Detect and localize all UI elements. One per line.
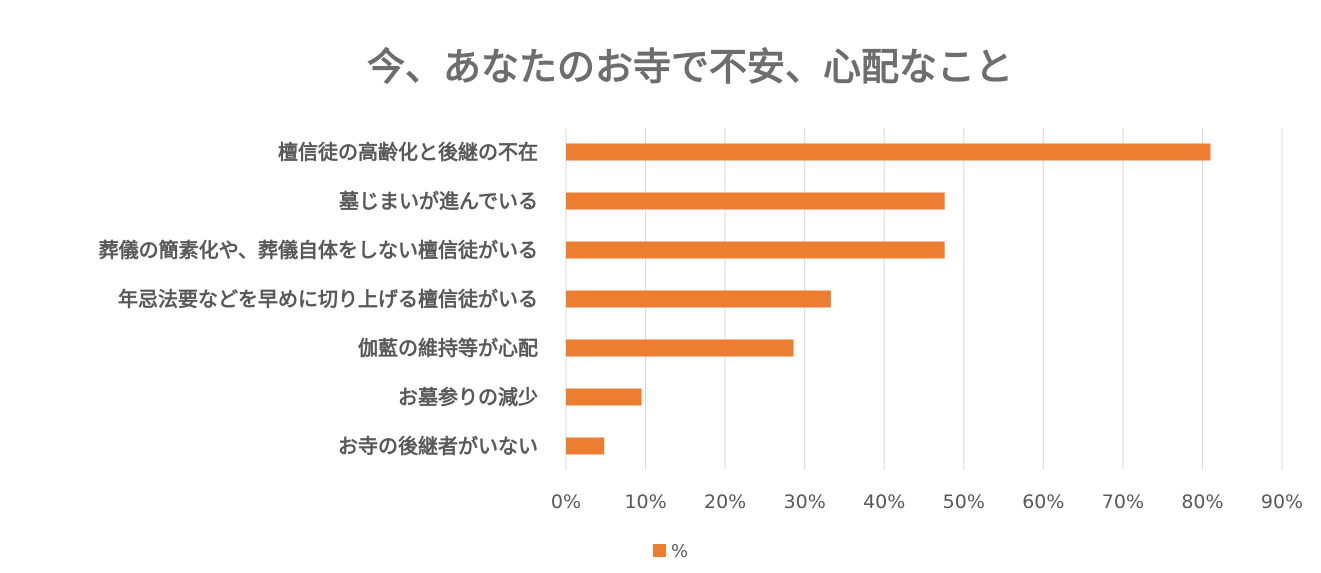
x-tick-label: 90% xyxy=(1261,491,1303,513)
category-label: 年忌法要などを早めに切り上げる檀信徒がいる xyxy=(118,287,538,311)
legend-swatch xyxy=(653,544,666,557)
x-tick-label: 70% xyxy=(1102,491,1144,513)
x-tick-label: 60% xyxy=(1022,491,1064,513)
bar xyxy=(566,388,642,406)
bars-group xyxy=(566,143,1211,455)
x-tick-label: 40% xyxy=(863,491,905,513)
category-label: 葬儀の簡素化や、葬儀自体をしない檀信徒がいる xyxy=(99,238,538,262)
x-tick-label: 80% xyxy=(1181,491,1223,513)
x-tick-label: 0% xyxy=(551,491,581,513)
x-tick-labels: 0% 10% 20% 30% 40% 50% 60% 70% 80% 90% xyxy=(551,491,1303,513)
bar xyxy=(566,143,1211,161)
category-label: 伽藍の維持等が心配 xyxy=(358,336,538,360)
bar xyxy=(566,290,831,308)
bar xyxy=(566,192,945,210)
legend: % xyxy=(653,541,688,562)
legend-label: % xyxy=(671,541,688,562)
bar xyxy=(566,339,794,357)
x-tick-label: 20% xyxy=(704,491,746,513)
x-tick-label: 10% xyxy=(624,491,666,513)
category-labels: 檀信徒の高齢化と後継の不在墓じまいが進んでいる葬儀の簡素化や、葬儀自体をしない檀… xyxy=(99,140,538,458)
x-tick-label: 50% xyxy=(943,491,985,513)
category-label: 墓じまいが進んでいる xyxy=(338,189,538,213)
bar xyxy=(566,437,605,455)
gridlines xyxy=(565,128,1283,470)
category-label: お寺の後継者がいない xyxy=(338,434,538,458)
chart-title: 今、あなたのお寺で不安、心配なこと xyxy=(367,45,1013,89)
category-label: 檀信徒の高齢化と後継の不在 xyxy=(278,140,538,164)
category-label: お墓参りの減少 xyxy=(398,385,538,409)
x-tick-label: 30% xyxy=(784,491,826,513)
bar xyxy=(566,241,945,259)
